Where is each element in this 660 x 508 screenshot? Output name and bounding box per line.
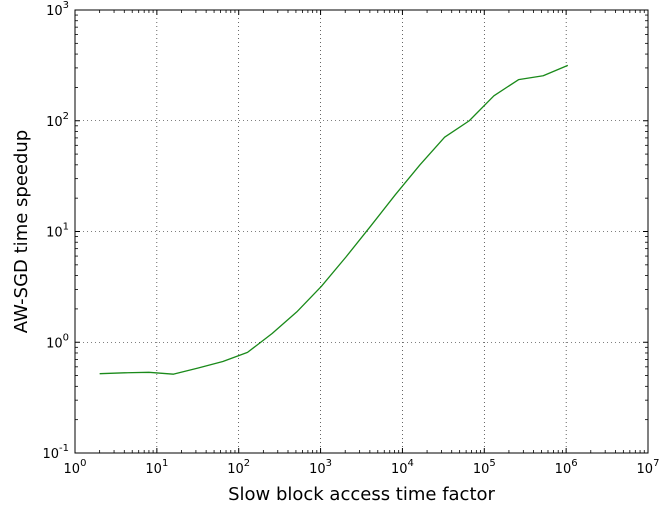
- x-tick-label: 105: [473, 458, 496, 477]
- y-tick-label: 10-1: [42, 443, 69, 462]
- x-tick-label: 102: [227, 458, 250, 477]
- x-tick-label: 100: [64, 458, 87, 477]
- x-tick-label: 107: [637, 458, 660, 477]
- x-tick-label: 104: [391, 458, 414, 477]
- x-tick-label: 101: [145, 458, 168, 477]
- x-tick-label: 106: [555, 458, 578, 477]
- y-axis-title: AW-SGD time speedup: [11, 130, 32, 333]
- series-line: [99, 64, 569, 375]
- x-tick-label: 103: [309, 458, 332, 477]
- y-tick-label: 103: [46, 0, 69, 19]
- series-layer: [99, 64, 569, 375]
- y-tick-label: 102: [46, 111, 69, 130]
- plot-area-frame: [74, 9, 649, 454]
- axis-ticks: [74, 9, 649, 454]
- y-tick-label: 101: [46, 222, 69, 241]
- y-tick-label: 100: [46, 332, 69, 351]
- x-axis-title: Slow block access time factor: [228, 484, 495, 505]
- grid: [75, 10, 648, 453]
